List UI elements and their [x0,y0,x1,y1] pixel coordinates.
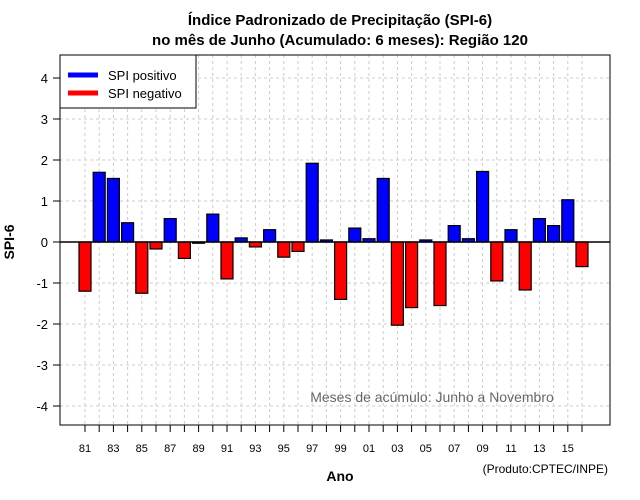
x-tick-label: 81 [79,443,91,455]
bar-2007 [447,225,461,243]
bar-2012 [518,241,532,291]
bar-2003 [390,241,404,326]
y-axis-label: SPI-6 [1,224,17,259]
x-tick-label: 85 [136,443,148,455]
y-tick-label: 1 [41,194,48,209]
bar-2010 [490,241,504,282]
x-tick-label: 93 [249,443,261,455]
y-tick-label: 3 [41,112,48,127]
plot-frame [59,54,611,426]
bar-2004 [405,241,419,309]
x-tick-label: 01 [363,443,375,455]
bar-1986 [149,241,163,250]
bars [78,162,589,326]
credit: (Produto:CPTEC/INPE) [483,462,608,476]
x-tick-label: 99 [334,443,346,455]
bar-1981 [78,241,92,292]
bar-1988 [177,241,191,259]
y-tick-label: -4 [36,399,48,414]
x-tick-label: 15 [562,443,574,455]
y-tick-label: -3 [36,358,48,373]
bar-1995 [277,241,291,258]
x-tick-label: 97 [306,443,318,455]
bar-2016 [575,241,589,268]
bar-1987 [163,218,177,243]
x-axis-label: Ano [326,468,353,484]
bar-1994 [263,229,277,243]
bar-1982 [92,171,106,243]
x-tick-label: 83 [107,443,119,455]
x-tick-label: 89 [192,443,204,455]
x-tick-label: 87 [164,443,176,455]
x-axis: 81 83 85 87 89 91 93 95 97 99 01 03 05 07 09 11 13 15 [79,425,583,455]
bar-2014 [546,225,561,243]
bar-2002 [376,177,390,243]
legend-label-negative: SPI negativo [108,86,182,101]
x-tick-label: 91 [221,443,233,455]
legend-label-positive: SPI positivo [108,68,177,83]
chart-title: Índice Padronizado de Precipitação (SPI-… [188,12,492,29]
y-tick-label: 0 [41,235,48,250]
annotation: Meses de acúmulo: Junho a Novembro [310,389,554,405]
grid [60,55,610,425]
x-tick-label: 13 [533,443,545,455]
bar-2009 [476,170,490,243]
bar-1990 [206,213,220,243]
x-tick-label: 07 [448,443,460,455]
x-tick-label: 95 [278,443,290,455]
bar-1985 [135,241,149,294]
bar-2015 [561,199,575,243]
bar-2013 [532,218,547,243]
y-axis: 4 3 2 1 0 -1 -2 -3 -4 [36,71,60,414]
bar-1983 [106,177,121,243]
bar-1997 [305,162,319,243]
x-tick-label: 03 [391,443,403,455]
x-tick-label: 05 [420,443,432,455]
bar-1991 [220,241,234,280]
bar-2000 [348,227,362,243]
bar-2006 [433,241,447,307]
chart-subtitle: no mês de Junho (Acumulado: 6 meses): Re… [152,32,528,49]
y-tick-label: 4 [41,71,48,86]
y-tick-label: -1 [36,276,48,291]
bar-2011 [504,229,518,243]
x-tick-label: 11 [505,443,516,455]
bar-1996 [291,241,305,253]
bar-1984 [120,222,135,243]
y-tick-label: 2 [41,153,48,168]
legend: SPI positivo SPI negativo [59,54,197,109]
y-tick-label: -2 [36,317,48,332]
bar-1999 [334,241,348,301]
x-tick-label: 09 [476,443,488,455]
